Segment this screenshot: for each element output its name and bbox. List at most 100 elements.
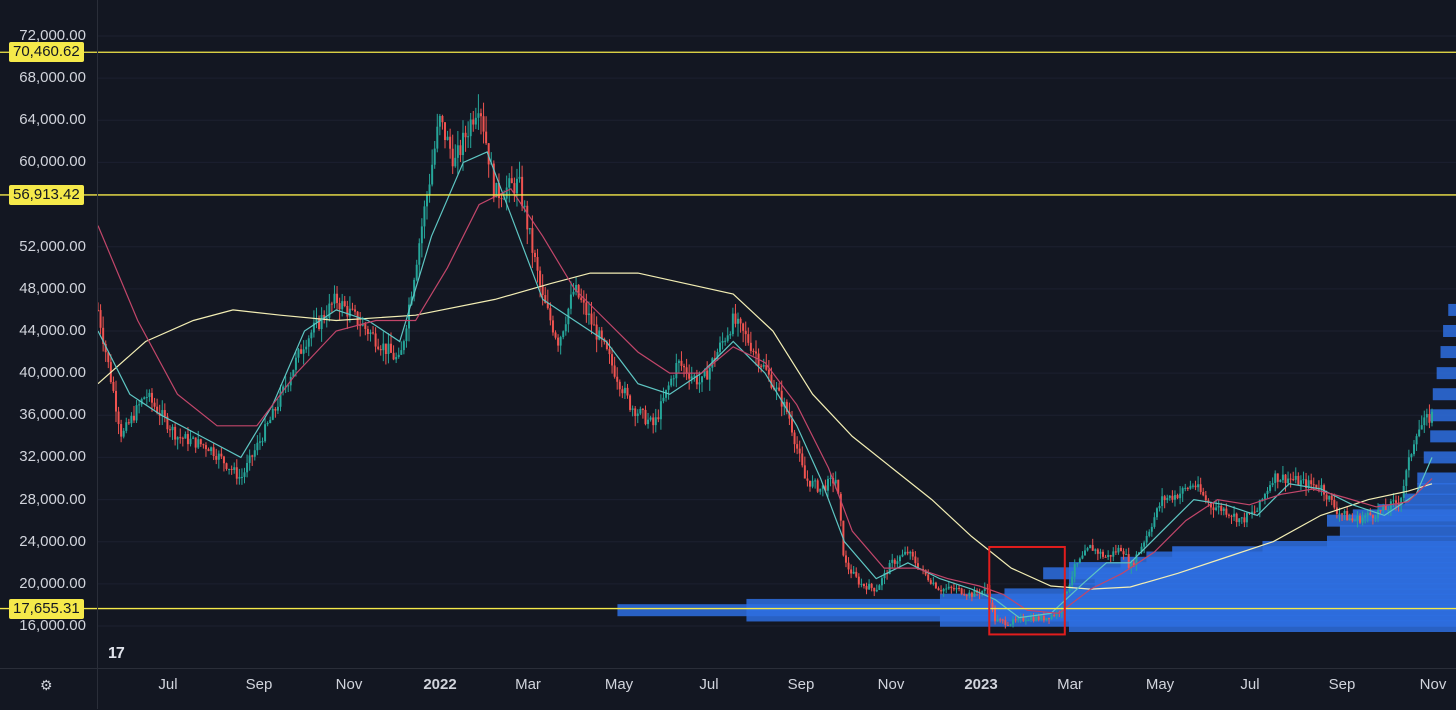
candle-body-334 — [955, 587, 958, 590]
candle-body-476 — [1320, 485, 1323, 490]
candle-body-315 — [906, 551, 909, 554]
candle-body-58 — [246, 462, 249, 473]
candle-body-288 — [837, 479, 840, 494]
candle-body-301 — [870, 583, 873, 588]
candle-body-237 — [706, 370, 709, 380]
candle-body-319 — [916, 563, 919, 569]
candle-body-400 — [1125, 554, 1128, 556]
candle-body-0 — [97, 309, 99, 311]
candle-body-64 — [261, 441, 264, 443]
candle-body-403 — [1132, 562, 1135, 565]
candle-body-37 — [192, 437, 195, 439]
candle-body-468 — [1299, 480, 1302, 485]
candle-body-67 — [269, 419, 272, 424]
candle-body-84 — [312, 322, 315, 333]
candle-body-146 — [472, 119, 475, 125]
candle-body-460 — [1279, 480, 1282, 482]
candle-body-264 — [775, 387, 778, 390]
candle-body-188 — [580, 297, 583, 301]
time-tick-label: May — [604, 676, 634, 693]
candle-body-436 — [1217, 505, 1220, 508]
candle-body-96 — [343, 301, 346, 307]
candle-body-344 — [981, 590, 984, 594]
candle-body-512 — [1413, 444, 1416, 455]
candle-body-340 — [970, 592, 973, 597]
price-tick-label: 64,000.00 — [19, 111, 86, 129]
candle-body-160 — [508, 178, 511, 188]
candle-body-387 — [1091, 545, 1094, 551]
candle-body-60 — [251, 455, 254, 457]
candle-body-42 — [204, 445, 207, 450]
candle-body-31 — [176, 437, 179, 440]
candle-body-469 — [1302, 479, 1305, 481]
candle-body-505 — [1395, 500, 1398, 503]
candle-body-154 — [492, 163, 495, 198]
candle-body-66 — [266, 423, 269, 425]
time-tick-label: Nov — [335, 676, 363, 693]
candle-body-450 — [1253, 511, 1256, 513]
candle-body-89 — [325, 317, 328, 320]
candle-body-443 — [1235, 513, 1238, 523]
candle-body-74 — [287, 385, 290, 387]
tradingview-logo-icon: 17 — [108, 645, 125, 662]
candle-body-202 — [616, 376, 619, 382]
volume-profile-bar-29 — [1440, 346, 1456, 359]
candle-body-490 — [1356, 515, 1359, 521]
candle-body-367 — [1040, 615, 1043, 620]
time-axis[interactable] — [0, 668, 1456, 710]
candle-body-429 — [1199, 484, 1202, 492]
volume-profile-bar-22 — [1417, 483, 1456, 496]
candle-body-394 — [1109, 554, 1112, 557]
time-tick-label: Mar — [515, 676, 541, 693]
candle-body-330 — [945, 588, 948, 590]
candle-body-29 — [171, 426, 174, 431]
level-label-0: 70,460.62 — [9, 42, 84, 63]
candle-body-406 — [1140, 546, 1143, 553]
candle-body-519 — [1431, 411, 1433, 423]
candle-body-303 — [875, 589, 878, 592]
candle-body-485 — [1343, 510, 1346, 514]
candle-body-97 — [346, 306, 349, 317]
candle-body-248 — [734, 313, 737, 324]
volume-profile-bar-21 — [1404, 493, 1456, 506]
candle-body-503 — [1389, 501, 1392, 510]
candle-body-401 — [1127, 554, 1130, 568]
candle-body-268 — [785, 401, 788, 412]
candle-body-402 — [1130, 562, 1133, 568]
candle-body-63 — [258, 441, 261, 443]
candle-body-279 — [814, 480, 817, 482]
time-tick-label: Mar — [1057, 676, 1083, 693]
candle-body-478 — [1325, 494, 1328, 500]
candle-body-259 — [762, 365, 765, 367]
candle-body-6 — [112, 381, 115, 391]
candle-body-109 — [377, 346, 380, 350]
candle-body-189 — [582, 300, 585, 303]
candle-body-500 — [1382, 505, 1385, 511]
candle-body-251 — [742, 323, 745, 331]
candle-body-364 — [1032, 617, 1035, 621]
settings-icon[interactable]: ⚙ — [40, 677, 53, 693]
candle-body-323 — [927, 574, 930, 581]
candle-body-182 — [564, 324, 567, 332]
candle-body-150 — [482, 116, 485, 132]
candle-body-125 — [418, 243, 421, 265]
candle-body-14 — [132, 415, 135, 421]
candle-body-112 — [384, 343, 387, 355]
candle-body-21 — [150, 392, 153, 403]
candle-body-278 — [811, 480, 814, 487]
candle-body-212 — [641, 408, 644, 410]
candle-body-298 — [862, 583, 865, 587]
candle-body-466 — [1294, 475, 1297, 480]
candle-body-228 — [683, 365, 686, 368]
candle-body-253 — [747, 334, 750, 343]
candle-body-272 — [796, 444, 799, 449]
candle-body-392 — [1104, 556, 1107, 558]
candle-body-83 — [310, 332, 313, 339]
candle-body-203 — [618, 381, 621, 390]
price-tick-label: 40,000.00 — [19, 364, 86, 382]
candle-body-115 — [392, 352, 395, 360]
candle-body-472 — [1310, 480, 1313, 485]
candle-body-332 — [950, 586, 953, 589]
candle-body-513 — [1415, 436, 1418, 445]
